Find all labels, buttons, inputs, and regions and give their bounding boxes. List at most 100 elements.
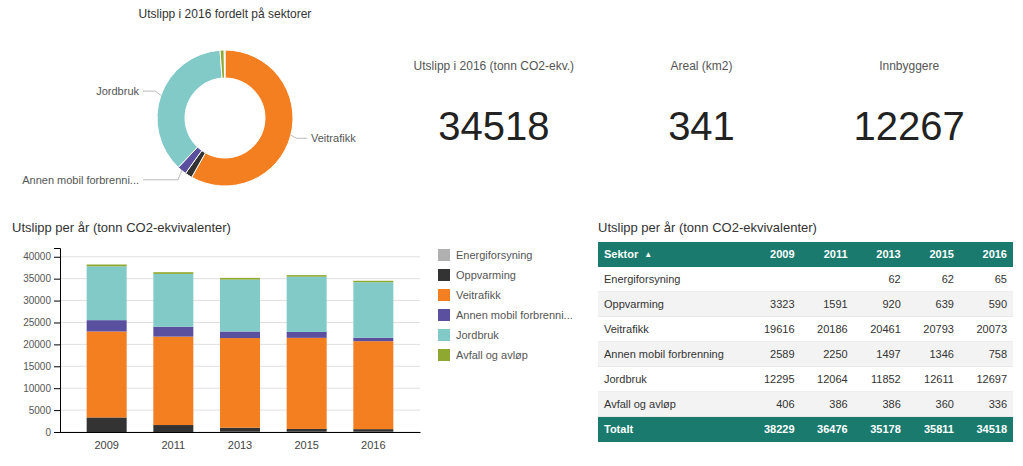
table-row: Energiforsyning 62 62 65 xyxy=(598,267,1013,292)
bar xyxy=(353,341,393,429)
bar xyxy=(220,428,260,432)
bar xyxy=(153,425,193,432)
bar xyxy=(287,277,327,332)
tick: 40000 xyxy=(23,251,60,262)
tick: 30000 xyxy=(23,295,60,306)
table-row: Oppvarming33231591920639590 xyxy=(598,292,1013,317)
tick: 10000 xyxy=(23,383,60,394)
bar xyxy=(153,274,193,327)
table-cell: 65 xyxy=(995,273,1007,285)
legend-label: Avfall og avløp xyxy=(456,349,528,361)
legend-label: Annen mobil forbrenni... xyxy=(456,309,573,321)
kpi-panel: Utslipp i 2016 (tonn CO2-ekv.)34518 xyxy=(414,59,575,148)
bar xyxy=(220,280,260,332)
row-background xyxy=(598,317,1013,342)
table-cell: 386 xyxy=(882,398,900,410)
slice-label: Veitrafikk xyxy=(311,132,356,144)
slice-label: Jordbruk xyxy=(96,85,139,97)
legend-label: Veitrafikk xyxy=(456,289,501,301)
table-cell: 336 xyxy=(989,398,1007,410)
tick: 20000 xyxy=(23,339,60,350)
table-cell: 62 xyxy=(889,273,901,285)
bar-chart: Utslipp per år (tonn CO2-ekvivalenter)05… xyxy=(12,220,573,451)
bar xyxy=(87,417,127,432)
table-cell: 1497 xyxy=(876,348,900,360)
row-background xyxy=(598,292,1013,317)
table-cell: 12295 xyxy=(764,373,795,385)
row-label: Annen mobil forbrenning xyxy=(604,348,724,360)
tick-label: 25000 xyxy=(23,317,51,328)
legend-item: Annen mobil forbrenni... xyxy=(438,309,573,321)
table-row: Annen mobil forbrenning25892250149713467… xyxy=(598,342,1013,367)
bar xyxy=(220,332,260,339)
table-header: Sektor▲20092011201320152016 xyxy=(598,242,1013,267)
row-background xyxy=(598,342,1013,367)
table-cell: 12611 xyxy=(924,373,954,385)
row-label: Avfall og avløp xyxy=(604,398,676,410)
bar xyxy=(153,337,193,425)
tick-label: 0 xyxy=(45,427,51,438)
chart-title: Utslipp i 2016 fordelt på sektorer xyxy=(139,7,312,21)
bar xyxy=(353,281,393,282)
axis-line xyxy=(61,432,421,433)
tick-mark xyxy=(54,257,60,258)
row-label: Jordbruk xyxy=(604,373,647,385)
header-cell: 2016 xyxy=(983,248,1007,260)
row-label: Energiforsyning xyxy=(604,273,680,285)
slice xyxy=(224,50,226,78)
bar xyxy=(220,338,260,428)
bar xyxy=(87,266,127,320)
bar xyxy=(87,265,127,267)
totals-cell: 35178 xyxy=(870,423,901,435)
legend: Energiforsyning Oppvarming Veitrafikk Annen… xyxy=(438,249,573,361)
table-cell: 360 xyxy=(936,398,954,410)
bar xyxy=(287,275,327,277)
legend-label: Energiforsyning xyxy=(456,249,532,261)
table-cell: 20793 xyxy=(923,323,954,335)
bar xyxy=(87,332,127,418)
tick-mark xyxy=(54,432,60,433)
table-cell: 386 xyxy=(829,398,847,410)
table-cell: 639 xyxy=(936,298,954,310)
table-row: Jordbruk 12295 12064 11852 12611 12697 xyxy=(598,367,1013,392)
table-cell: 2250 xyxy=(823,348,847,360)
totals-cell: 35811 xyxy=(924,423,954,435)
tick-label: 2015 xyxy=(294,439,318,451)
table-title: Utslipp per år (tonn CO2-ekvivalenter) xyxy=(598,220,817,235)
table-cell: 62 xyxy=(942,273,954,285)
tick: 0 xyxy=(45,427,60,438)
legend-item: Oppvarming xyxy=(438,269,516,281)
bar xyxy=(153,327,193,337)
tick: 15000 xyxy=(23,361,60,372)
legend-item: Veitrafikk xyxy=(438,289,501,301)
bar xyxy=(87,320,127,331)
tick-label: 10000 xyxy=(23,383,51,394)
tick-label: 20000 xyxy=(23,339,51,350)
table-row: Avfall og avløp406386386360336 xyxy=(598,392,1013,417)
tick-label: 2016 xyxy=(361,439,385,451)
header-cell: 2013 xyxy=(876,248,900,260)
table: Utslipp per år (tonn CO2-ekvivalenter) Se… xyxy=(598,220,1013,442)
leader-line xyxy=(143,171,182,180)
table-cell: 11852 xyxy=(871,373,901,385)
tick-mark xyxy=(54,322,60,323)
header-cell: Sektor xyxy=(604,248,639,260)
tick-mark xyxy=(54,388,60,389)
bar xyxy=(220,278,260,280)
table-cell: 12697 xyxy=(976,373,1007,385)
table-cell: 20186 xyxy=(817,323,848,335)
kpi-label: Areal (km2) xyxy=(670,59,732,73)
slice xyxy=(157,50,222,167)
row-background xyxy=(598,392,1013,417)
tick-label: 30000 xyxy=(23,295,51,306)
kpi-label: Utslipp i 2016 (tonn CO2-ekv.) xyxy=(414,59,575,73)
kpi-label: Innbyggere xyxy=(879,59,939,73)
tick: 2015 xyxy=(294,439,318,451)
table-cell: 19616 xyxy=(764,323,795,335)
slice-label: Annen mobil forbrenni... xyxy=(22,174,139,186)
table-cell: 3323 xyxy=(770,298,794,310)
donut-chart: Utslipp i 2016 fordelt på sektorer Veitra… xyxy=(22,7,356,186)
tick-label: 40000 xyxy=(23,251,51,262)
row-label: Veitrafikk xyxy=(604,323,649,335)
table-cell: 12064 xyxy=(817,373,848,385)
